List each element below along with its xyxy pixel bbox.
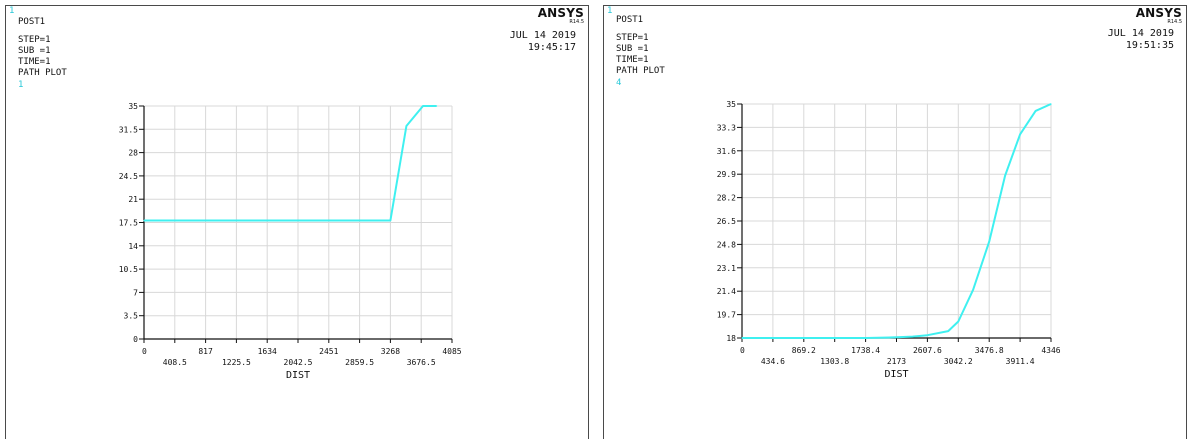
- time-stamp: 19:45:17: [527, 42, 576, 53]
- y-tick-label: 3.5: [124, 312, 139, 321]
- x-tick-label: 3911.4: [1006, 357, 1035, 366]
- y-tick-label: 29.9: [717, 170, 736, 179]
- x-tick-label: 1738.4: [851, 346, 880, 355]
- y-tick-label: 21.4: [717, 287, 736, 296]
- y-tick-label: 28.2: [717, 194, 736, 203]
- y-tick-label: 28: [128, 149, 138, 158]
- sub-label: SUB =1: [18, 46, 51, 56]
- y-tick-label: 19.7: [717, 311, 736, 320]
- data-point: [865, 337, 867, 339]
- y-tick-label: 17.5: [119, 219, 138, 228]
- y-tick-label: 21: [128, 195, 138, 204]
- y-tick-label: 35: [128, 102, 138, 111]
- sub-label: SUB =1: [616, 44, 649, 54]
- x-tick-label: 869.2: [792, 346, 816, 355]
- x-tick-label: 4346: [1041, 346, 1060, 355]
- time-label: TIME=1: [616, 55, 649, 65]
- y-tick-label: 23.1: [717, 264, 736, 273]
- data-point: [1004, 174, 1006, 177]
- data-point: [143, 219, 145, 222]
- date-label: JUL 14 2019: [1107, 28, 1174, 39]
- x-tick-label: 2173: [887, 357, 906, 366]
- x-axis-label: DIST: [884, 369, 908, 380]
- data-point: [895, 336, 898, 338]
- data-point: [422, 105, 424, 107]
- x-axis-label: DIST: [286, 370, 310, 381]
- post-label: POST1: [18, 17, 46, 27]
- series-line: [144, 105, 437, 222]
- x-tick-label: 1634: [258, 347, 277, 356]
- version-label: R14.5: [1167, 19, 1182, 25]
- step-label: STEP=1: [18, 35, 51, 45]
- y-tick-label: 24.5: [119, 172, 138, 181]
- data-point: [947, 330, 949, 332]
- ansys-logo: ANSYS: [1135, 6, 1182, 20]
- x-tick-label: 2042.5: [284, 358, 313, 367]
- y-tick-label: 10.5: [119, 265, 138, 274]
- data-point: [435, 105, 438, 107]
- path-plot-label: PATH PLOT: [616, 66, 665, 76]
- graphics-window-2: 1 POST1 STEP=1 SUB =1 TIME=1 PATH PLOT 4…: [603, 5, 1187, 439]
- data-point: [389, 219, 391, 222]
- window-number: 1: [9, 6, 15, 16]
- data-point: [1035, 110, 1037, 112]
- y-tick-label: 33.3: [717, 123, 736, 132]
- x-tick-label: 4085: [442, 347, 461, 356]
- y-tick-label: 0: [133, 335, 138, 344]
- post-label: POST1: [616, 15, 644, 25]
- time-label: TIME=1: [18, 57, 51, 67]
- x-tick-label: 2451: [319, 347, 338, 356]
- y-tick-label: 26.5: [717, 217, 736, 226]
- data-point: [741, 337, 743, 339]
- data-point: [1050, 103, 1052, 105]
- x-tick-label: 3268: [381, 347, 400, 356]
- plot-number: 1: [18, 80, 24, 90]
- y-tick-label: 7: [133, 288, 138, 297]
- y-tick-label: 24.8: [717, 240, 736, 249]
- path-plot-label: PATH PLOT: [18, 68, 67, 78]
- data-point: [988, 241, 990, 243]
- data-point: [972, 289, 974, 291]
- x-tick-label: 2859.5: [345, 358, 374, 367]
- path-plot-chart: 18 19.7 21.4 23.1 24.8 26.5 28.2 29.9 31.6 33.3 35…: [717, 100, 1061, 380]
- y-tick-label: 31.5: [119, 125, 138, 134]
- time-stamp: 19:51:35: [1125, 40, 1174, 51]
- step-label: STEP=1: [616, 33, 649, 43]
- x-tick-label: 434.6: [761, 357, 785, 366]
- data-point: [912, 336, 914, 338]
- y-tick-label: 14: [128, 242, 138, 251]
- x-tick-label: 3676.5: [407, 358, 436, 367]
- version-label: R14.5: [569, 19, 584, 25]
- path-plot-chart: 0 3.5 7 10.5 14 17.5 21 24.5 28 31.5 35 0 408.5 817 12…: [119, 102, 462, 381]
- date-label: JUL 14 2019: [509, 30, 576, 41]
- plot-number: 4: [616, 78, 622, 88]
- y-tick-label: 35: [726, 100, 736, 109]
- window-number: 1: [607, 6, 613, 16]
- x-tick-label: 2607.6: [913, 346, 942, 355]
- data-point: [405, 125, 407, 127]
- x-tick-label: 1225.5: [222, 358, 251, 367]
- x-tick-label: 0: [740, 346, 745, 355]
- ansys-logo: ANSYS: [537, 6, 584, 20]
- x-tick-label: 1303.8: [820, 357, 849, 366]
- x-tick-label: 3042.2: [944, 357, 973, 366]
- data-point: [957, 320, 959, 323]
- x-tick-label: 408.5: [163, 358, 187, 367]
- x-tick-label: 817: [198, 347, 213, 356]
- data-point: [1019, 133, 1021, 135]
- y-tick-label: 18: [726, 334, 736, 343]
- x-tick-label: 3476.8: [975, 346, 1004, 355]
- x-tick-label: 0: [142, 347, 147, 356]
- data-point: [926, 334, 928, 336]
- y-tick-label: 31.6: [717, 147, 736, 156]
- graphics-window-1: 1 POST1 STEP=1 SUB =1 TIME=1 PATH PLOT 1…: [5, 5, 589, 439]
